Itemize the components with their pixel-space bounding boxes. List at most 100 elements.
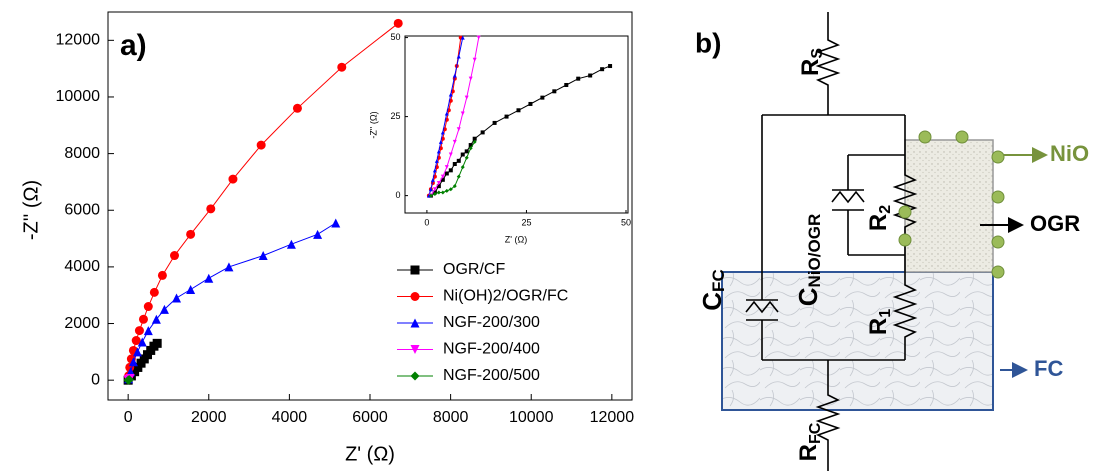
marker	[456, 174, 461, 179]
marker	[143, 326, 153, 336]
marker	[444, 171, 449, 176]
x-tick-label: 12000	[590, 409, 635, 426]
x-tick-label: 0	[124, 409, 133, 426]
legend-label: NGF-200/400	[443, 341, 540, 358]
x-tick-label: 6000	[352, 409, 388, 426]
marker	[134, 326, 144, 336]
marker	[564, 82, 569, 87]
circuit-diagram: b) NiO OGR FC RS CFC CNiO/OGR R2 R1 RFC	[695, 12, 1089, 471]
marker	[393, 18, 403, 28]
marker	[528, 101, 533, 106]
marker	[456, 127, 461, 132]
marker	[224, 262, 234, 272]
marker	[452, 162, 457, 167]
marker	[436, 180, 441, 185]
marker	[456, 54, 461, 59]
y-tick-label: 8000	[64, 145, 100, 162]
marker	[410, 371, 420, 381]
marker	[292, 103, 302, 113]
y-tick-label: 25	[390, 111, 400, 121]
marker	[428, 193, 433, 198]
marker	[468, 143, 473, 148]
marker	[434, 158, 439, 163]
marker	[132, 347, 142, 357]
marker	[464, 155, 469, 160]
marker	[504, 114, 509, 119]
x-tick-label: 50	[621, 217, 631, 227]
marker	[444, 165, 449, 170]
y-tick-label: 12000	[56, 32, 101, 49]
marker	[464, 149, 469, 154]
wires	[745, 12, 918, 471]
rs-label: RS	[797, 48, 826, 76]
y-axis-title: -Z'' (Ω)	[368, 111, 378, 138]
marker	[540, 95, 545, 100]
marker	[331, 218, 341, 228]
cfc-sub: FC	[709, 269, 728, 292]
marker	[468, 76, 473, 81]
fc-label: FC	[1034, 356, 1063, 381]
marker	[410, 318, 420, 328]
marker	[159, 304, 169, 314]
y-tick-label: 0	[91, 371, 100, 388]
marker	[138, 314, 148, 324]
marker	[436, 184, 441, 189]
marker	[432, 192, 437, 197]
marker	[313, 229, 323, 239]
x-tick-label: 2000	[191, 409, 227, 426]
marker	[143, 302, 153, 312]
marker	[460, 35, 465, 40]
marker	[438, 139, 443, 144]
rfc-main: R	[795, 444, 822, 461]
marker	[576, 76, 581, 81]
marker	[128, 357, 138, 367]
marker	[228, 174, 238, 184]
marker	[410, 265, 420, 275]
marker	[452, 139, 457, 144]
legend-label: OGR/CF	[443, 261, 505, 278]
marker	[472, 57, 477, 62]
r1-label: R1	[865, 309, 894, 335]
marker	[600, 67, 605, 72]
marker	[440, 190, 445, 195]
marker	[440, 130, 445, 135]
r2-main: R	[865, 214, 892, 231]
marker	[608, 64, 613, 69]
fc-block	[721, 271, 994, 411]
panel-label: a)	[120, 29, 147, 62]
cnio-label: CNiO/OGR	[793, 214, 825, 306]
plot-frame	[404, 35, 629, 214]
marker	[480, 130, 485, 135]
marker	[186, 229, 196, 239]
marker	[452, 184, 457, 189]
series-line	[128, 222, 336, 379]
marker	[460, 111, 465, 116]
marker	[452, 73, 457, 78]
x-tick-label: 25	[521, 217, 531, 227]
nio-particles	[898, 130, 1005, 279]
y-tick-label: 10000	[56, 88, 101, 105]
marker	[410, 345, 420, 354]
rs-sub: S	[809, 48, 826, 59]
marker	[448, 187, 453, 192]
marker	[286, 239, 296, 249]
marker	[204, 273, 214, 283]
marker	[444, 111, 449, 116]
panel-label: b)	[695, 27, 721, 58]
nio-label: NiO	[1050, 141, 1089, 166]
marker	[186, 285, 196, 295]
marker	[124, 375, 134, 385]
marker	[472, 139, 477, 144]
marker	[448, 168, 453, 173]
marker	[448, 152, 453, 157]
marker	[410, 292, 420, 301]
marker	[460, 165, 465, 170]
marker	[152, 338, 162, 348]
legend-label: NGF-200/300	[443, 314, 540, 331]
marker	[430, 177, 435, 182]
marker	[476, 35, 481, 40]
x-axis-title: Z' (Ω)	[505, 234, 527, 244]
y-tick-label: 4000	[64, 258, 100, 275]
marker	[436, 149, 441, 154]
